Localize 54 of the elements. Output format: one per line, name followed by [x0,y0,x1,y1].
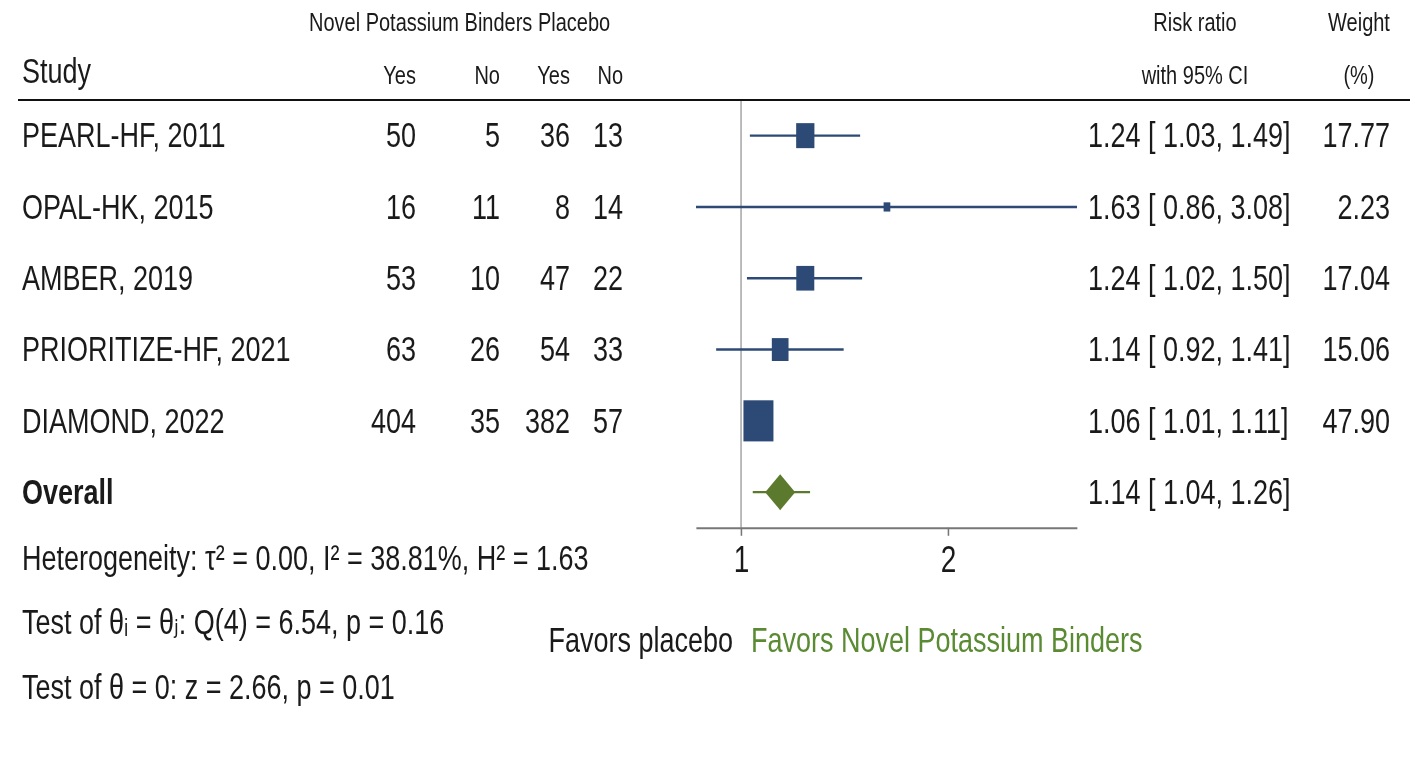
text: No [597,60,623,90]
text: 50 [385,116,416,156]
text: Study [22,51,92,91]
text: 8 [554,187,570,227]
text: 36 [539,116,570,156]
text: Test of θᵢ = θⱼ: Q(4) = 6.54, p = 0.16 [22,602,445,643]
text: 57 [592,401,623,441]
text: Favors placebo [548,620,734,660]
text: 11 [471,187,500,227]
text: Test of θ = 0: z = 2.66, p = 0.01 [22,667,395,707]
text: AMBER, 2019 [22,258,194,298]
text: DIAMOND, 2022 [22,401,225,441]
text: 47.90 [1322,401,1390,441]
text: 10 [469,258,500,298]
text: 1.14 [ 1.04, 1.26] [1088,472,1291,512]
text: 26 [469,329,500,370]
text: Yes [537,60,570,90]
text: Heterogeneity: τ² = 0.00, I² = 38.81%, H² = 1.63 [22,538,589,578]
text: 53 [385,258,416,298]
text: No [474,60,500,90]
text: 22 [592,258,623,298]
text: 15.06 [1322,329,1390,370]
data-label: 1.14 [ 0.92, 1.41] [1088,329,1291,370]
text: 17.77 [1322,116,1390,156]
text: 47 [539,258,570,298]
text: 14 [592,187,623,227]
text: Yes [383,60,416,90]
text: 63 [385,329,416,370]
text: 382 [524,401,570,441]
text: 404 [370,401,416,441]
text: 5 [484,116,500,156]
data-label: 1.24 [ 1.03, 1.49] [1088,116,1291,156]
text: Favors Novel Potassium Binders [751,620,1143,660]
text: Weight [1328,7,1391,37]
data-label: 1.06 [ 1.01, 1.11] [1088,401,1289,441]
text: Novel Potassium Binders Placebo [309,7,611,37]
text: 16 [385,187,416,227]
x-tick-label: 1 [733,539,750,580]
x-tick-label: 2 [940,539,957,580]
text: 2.23 [1337,187,1390,227]
text: Risk ratio [1153,7,1237,37]
text: with 95% CI [1140,60,1249,90]
text: Overall [22,472,114,512]
text: (%) [1343,60,1375,90]
text: 33 [592,329,623,370]
text: PRIORITIZE-HF, 2021 [22,329,291,370]
text: 54 [539,329,570,370]
data-label: 1.24 [ 1.02, 1.50] [1088,258,1291,298]
text: 35 [469,401,500,441]
text: OPAL-HK, 2015 [22,187,214,227]
data-label: 1.63 [ 0.86, 3.08] [1088,187,1291,227]
text: PEARL-HF, 2011 [22,116,226,156]
text: 17.04 [1322,258,1390,298]
text: 13 [592,116,623,156]
